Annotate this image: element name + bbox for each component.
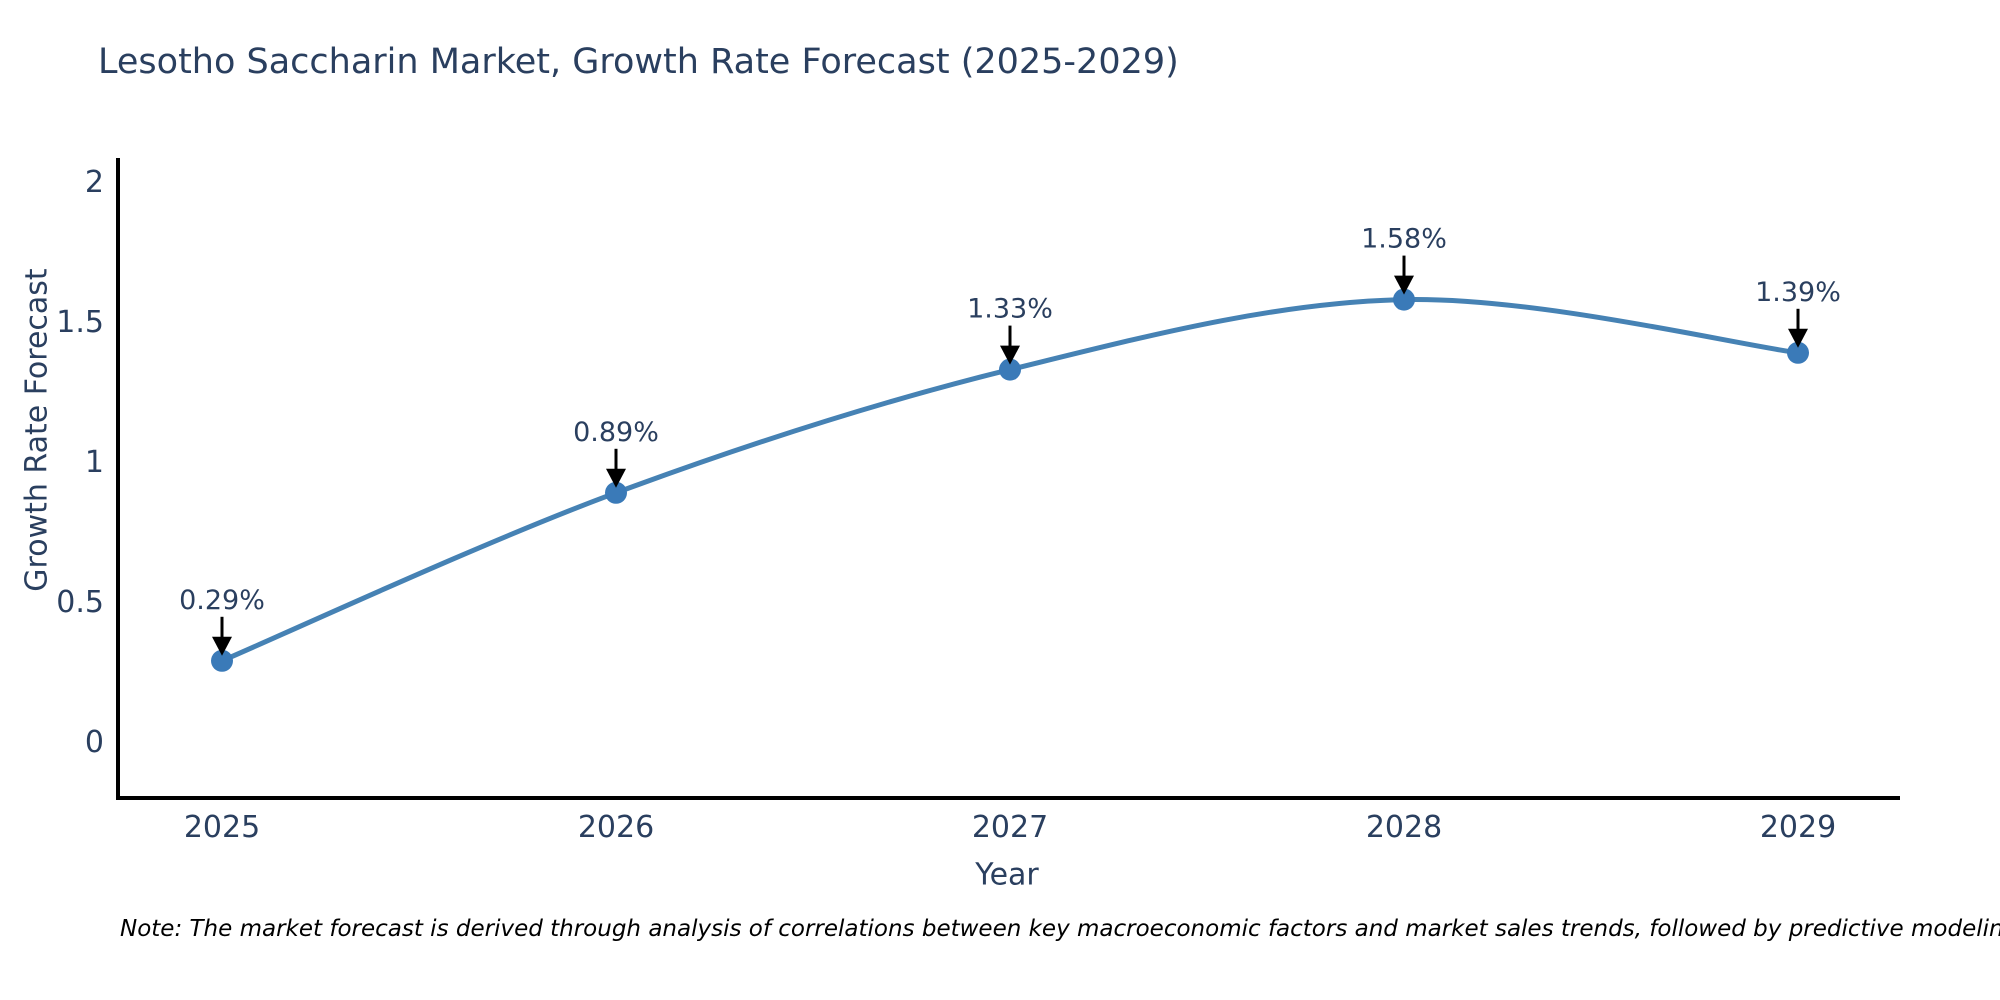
annotation-arrowhead: [1788, 328, 1808, 348]
y-tick-label: 1.5: [56, 305, 104, 340]
y-tick-label: 1: [85, 445, 104, 480]
annotation-arrowhead: [1000, 345, 1020, 365]
x-tick-label: 2028: [1366, 810, 1442, 845]
annotation-arrowhead: [606, 468, 626, 488]
x-tick-label: 2026: [578, 810, 654, 845]
data-point-label: 0.89%: [573, 417, 659, 448]
y-tick-label: 2: [85, 165, 104, 200]
data-point-label: 1.39%: [1755, 277, 1841, 308]
y-tick-label: 0.5: [56, 585, 104, 620]
y-tick-label: 0: [85, 725, 104, 760]
x-axis-title: Year: [975, 857, 1039, 893]
data-point-label: 1.33%: [967, 294, 1053, 325]
x-tick-label: 2029: [1760, 810, 1836, 845]
data-point-marker: [605, 481, 627, 504]
y-axis-title: Growth Rate Forecast: [19, 268, 55, 592]
data-point-marker: [211, 649, 233, 672]
data-point-marker: [999, 358, 1021, 381]
x-tick-label: 2027: [972, 810, 1048, 845]
data-point-label: 0.29%: [179, 585, 265, 616]
annotation-arrowhead: [212, 636, 232, 656]
footnote: Note: The market forecast is derived thr…: [120, 916, 2000, 942]
x-tick-label: 2025: [184, 810, 260, 845]
data-point-marker: [1393, 288, 1415, 311]
data-point-label: 1.58%: [1361, 224, 1447, 255]
chart-title: Lesotho Saccharin Market, Growth Rate Fo…: [98, 42, 1179, 82]
data-point-marker: [1787, 341, 1809, 364]
annotation-arrowhead: [1394, 275, 1414, 295]
